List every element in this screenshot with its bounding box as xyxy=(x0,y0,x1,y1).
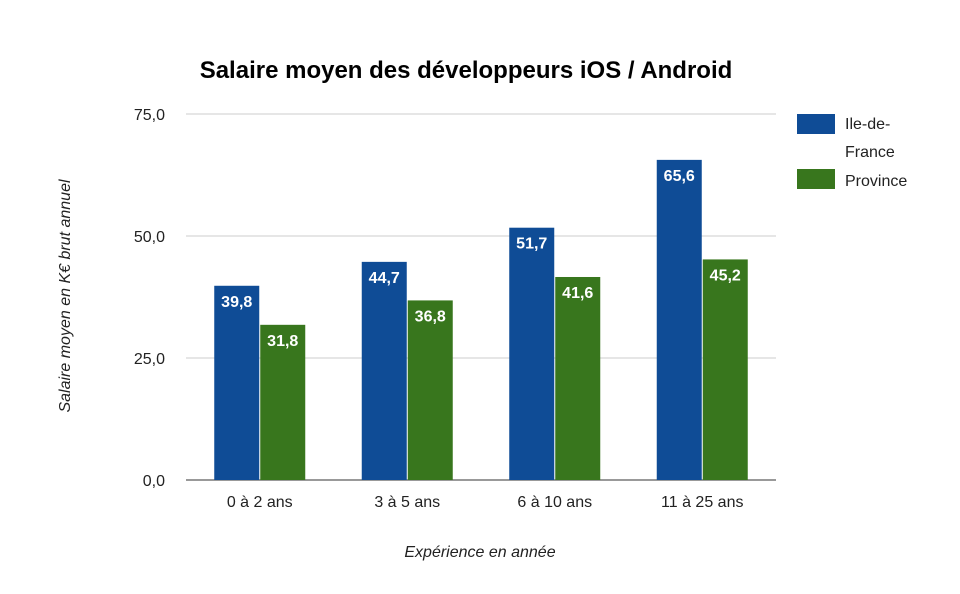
bars xyxy=(214,159,748,480)
legend-swatch-province xyxy=(797,169,835,189)
data-labels: 39,8 31,8 44,7 36,8 51,7 41,6 65,6 45,2 xyxy=(221,168,741,350)
y-tick-label: 50,0 xyxy=(134,229,165,246)
y-tick-label: 75,0 xyxy=(134,107,165,124)
x-tick-label: 0 à 2 ans xyxy=(227,494,293,511)
legend-swatch-ile-de-france xyxy=(797,114,835,134)
data-label: 41,6 xyxy=(562,285,593,302)
data-label: 44,7 xyxy=(369,270,400,287)
bar-ile-de-france-3 xyxy=(656,159,702,480)
bar-ile-de-france-1 xyxy=(361,261,407,480)
data-label: 31,8 xyxy=(267,333,298,350)
x-axis-label: Expérience en année xyxy=(404,544,555,561)
bar-province-3 xyxy=(702,259,748,480)
chart-title: Salaire moyen des développeurs iOS / And… xyxy=(200,57,733,84)
legend: Ile-de- France Province xyxy=(797,114,907,190)
y-tick-label: 0,0 xyxy=(143,473,165,490)
legend-label-ile-de-france-line1: Ile-de- xyxy=(845,116,890,133)
legend-label-ile-de-france-line2: France xyxy=(845,144,895,161)
bar-ile-de-france-0 xyxy=(214,285,260,480)
data-label: 36,8 xyxy=(415,308,446,325)
bar-province-1 xyxy=(407,300,453,480)
data-label: 39,8 xyxy=(221,294,252,311)
y-axis-label: Salaire moyen en K€ brut annuel xyxy=(57,179,74,412)
data-label: 51,7 xyxy=(516,236,547,253)
y-axis-ticks: 0,0 25,0 50,0 75,0 xyxy=(134,107,165,490)
y-tick-label: 25,0 xyxy=(134,351,165,368)
x-axis-ticks: 0 à 2 ans 3 à 5 ans 6 à 10 ans 11 à 25 ans xyxy=(227,494,744,511)
x-tick-label: 3 à 5 ans xyxy=(374,494,440,511)
legend-label-province: Province xyxy=(845,173,907,190)
x-tick-label: 11 à 25 ans xyxy=(661,494,743,511)
data-label: 65,6 xyxy=(664,168,695,185)
x-tick-label: 6 à 10 ans xyxy=(517,494,592,511)
bar-province-2 xyxy=(555,276,601,480)
bar-province-0 xyxy=(260,324,306,480)
data-label: 45,2 xyxy=(710,267,741,284)
bar-ile-de-france-2 xyxy=(509,227,555,480)
